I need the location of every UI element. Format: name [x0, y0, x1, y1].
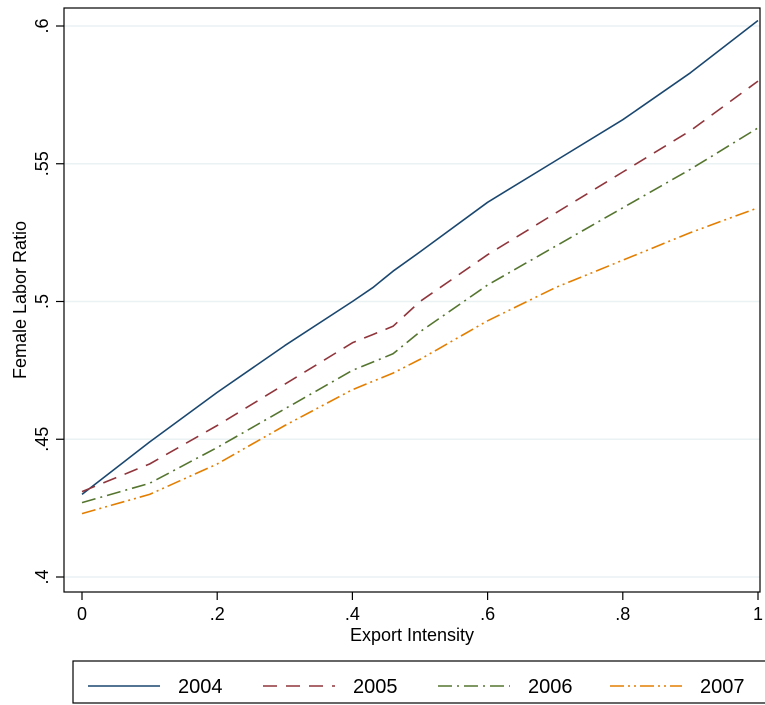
y-tick-label: .4 — [32, 569, 52, 584]
legend-label-2005: 2005 — [353, 676, 398, 698]
x-tick-label: .4 — [345, 604, 360, 624]
legend-label-2006: 2006 — [528, 676, 573, 698]
y-axis-title: Female Labor Ratio — [10, 221, 30, 379]
series-line-2005 — [81, 80, 759, 493]
x-tick-label: 1 — [753, 604, 763, 624]
series-line-2007 — [81, 207, 759, 515]
legend-label-2007: 2007 — [700, 676, 745, 698]
y-axis: .4 .45 .5 .55 .6 — [32, 18, 64, 585]
legend-label-2004: 2004 — [178, 676, 223, 698]
x-tick-label: .2 — [210, 604, 225, 624]
series-line-2006 — [81, 127, 759, 504]
series-layer — [81, 19, 759, 515]
y-tick-label: .5 — [32, 294, 52, 309]
y-tick-label: .55 — [32, 151, 52, 176]
x-axis: 0 .2 .4 .6 .8 1 — [77, 592, 763, 624]
x-tick-label: .6 — [480, 604, 495, 624]
legend-box — [72, 660, 765, 704]
y-tick-label: .45 — [32, 427, 52, 452]
x-axis-title: Export Intensity — [350, 625, 474, 645]
series-line-2004 — [81, 19, 759, 496]
x-tick-label: .8 — [615, 604, 630, 624]
y-tick-label: .6 — [32, 18, 52, 33]
x-tick-label: 0 — [77, 604, 87, 624]
grid-lines — [64, 25, 760, 578]
legend: 2004 2005 2006 2007 — [72, 660, 765, 704]
plot-frame — [63, 7, 761, 593]
